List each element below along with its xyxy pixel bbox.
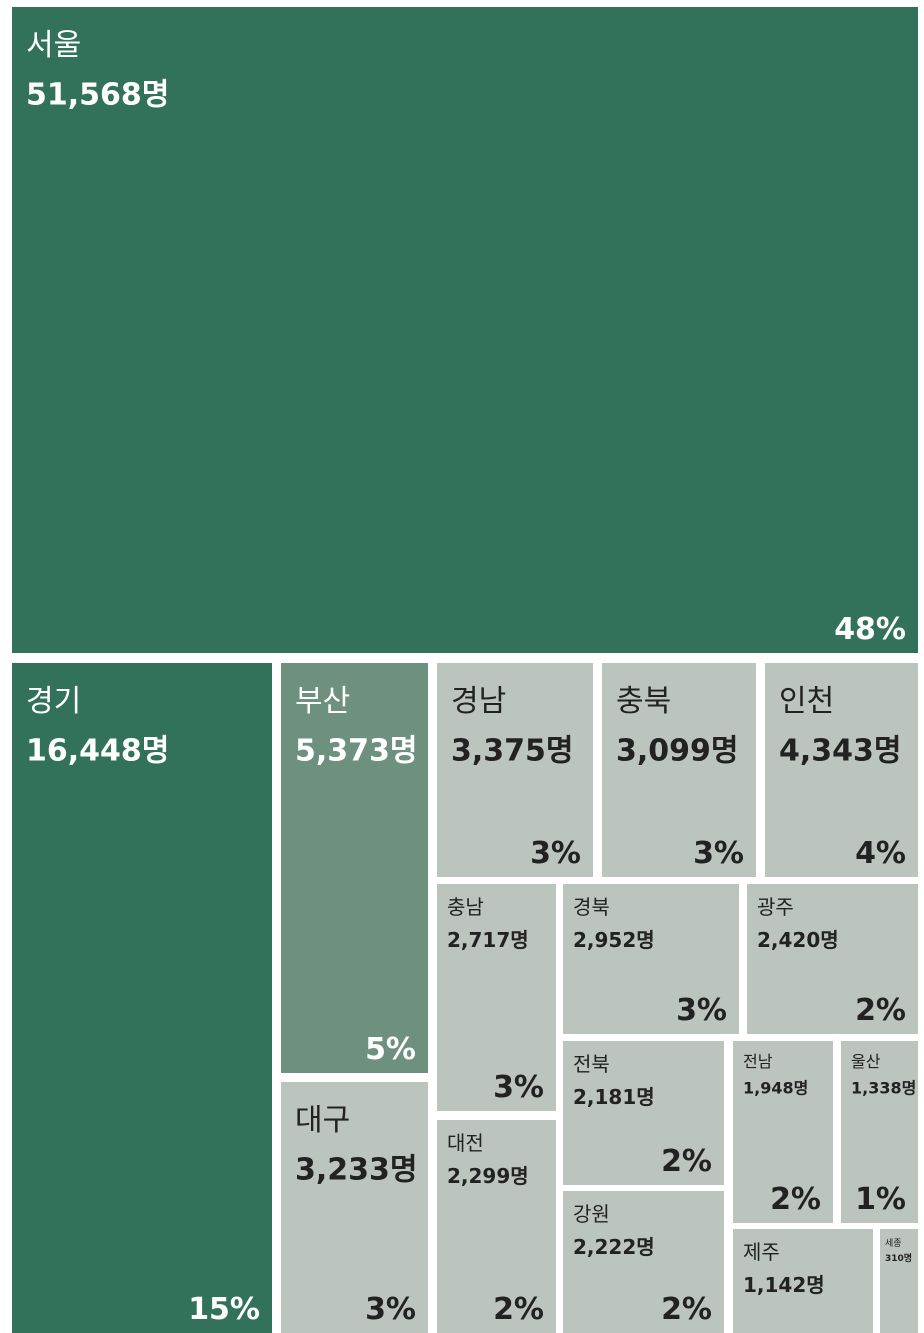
tile-share: 2% [493,1292,544,1327]
tile-name: 경남 [451,684,506,719]
tile-value: 3,099명 [616,734,739,769]
tile [733,1229,873,1333]
tile-share: 4% [855,836,906,871]
tile-share: 2% [770,1182,821,1217]
tile-share: 2% [661,1292,712,1327]
tile-name: 대전 [447,1131,484,1155]
tile [747,884,918,1034]
tile-share: 48% [834,612,906,647]
tile [281,1082,428,1333]
tile-name: 서울 [26,28,81,63]
tile [437,663,593,877]
tile-value: 5,373명 [295,734,418,769]
tile-name: 충북 [616,684,671,719]
tile-value: 51,568명 [26,78,169,113]
tile-value: 1,142명 [743,1273,825,1297]
tile-name: 인천 [779,684,834,719]
tile [12,663,272,1333]
tile-value: 4,343명 [779,734,902,769]
tile-value: 2,181명 [573,1085,655,1109]
tile [602,663,756,877]
tile [563,1191,724,1333]
tile-share: 3% [365,1292,416,1327]
tile-value: 2,420명 [757,928,839,952]
tile-name: 경북 [573,895,610,919]
tile-value: 2,952명 [573,928,655,952]
tile-name: 대구 [295,1103,350,1138]
tile [880,1229,918,1333]
tile-name: 전남 [743,1052,773,1071]
tile-name: 세종 [885,1238,902,1249]
tile-name: 강원 [573,1202,610,1226]
tile [437,1120,556,1333]
tile-value: 16,448명 [26,734,169,769]
tile-value: 1,338명 [851,1078,916,1097]
tile [281,663,428,1073]
tile-value: 3,233명 [295,1153,418,1188]
tile-share: 3% [693,836,744,871]
tile-name: 울산 [851,1052,881,1071]
tile-value: 2,717명 [447,928,529,952]
tile-value: 1,948명 [743,1078,808,1097]
tile-share: 1% [855,1182,906,1217]
tile [563,884,739,1034]
tile-value: 2,222명 [573,1235,655,1259]
tile [733,1041,833,1223]
tile-share: 15% [188,1292,260,1327]
tile-name: 경기 [26,684,81,719]
tile-share: 3% [493,1070,544,1105]
tile-value: 3,375명 [451,734,574,769]
tile-value: 310명 [885,1252,912,1264]
tile [765,663,918,877]
tile-share: 2% [661,1144,712,1179]
tile-name: 제주 [743,1240,780,1264]
tile-share: 3% [530,836,581,871]
tile-name: 충남 [447,895,484,919]
tile-share: 3% [676,993,727,1028]
tile-name: 전북 [573,1052,610,1076]
tile [563,1041,724,1185]
tile-value: 2,299명 [447,1164,529,1188]
tile [841,1041,918,1223]
tile-name: 광주 [757,895,794,919]
tile [437,884,556,1111]
tile-share: 5% [365,1032,416,1067]
tile [12,7,918,653]
tile-share: 2% [855,993,906,1028]
tile-name: 부산 [295,684,350,719]
